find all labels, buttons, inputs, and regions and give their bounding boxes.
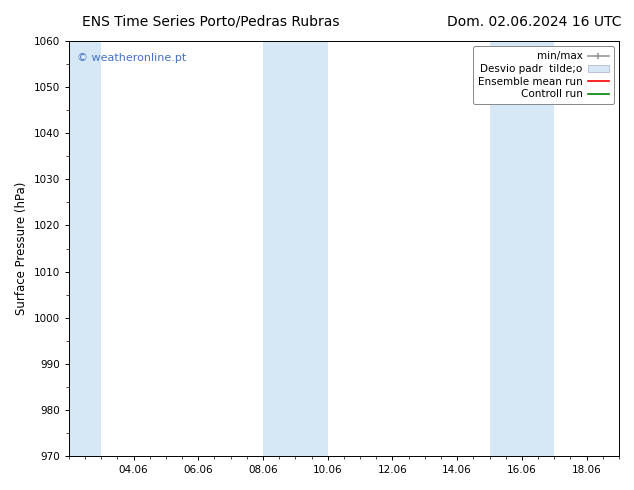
Bar bbox=[263, 41, 328, 456]
Bar bbox=[69, 41, 101, 456]
Bar bbox=[489, 41, 554, 456]
Text: Dom. 02.06.2024 16 UTC: Dom. 02.06.2024 16 UTC bbox=[447, 15, 621, 29]
Text: © weatheronline.pt: © weatheronline.pt bbox=[77, 53, 186, 64]
Legend: min/max, Desvio padr  tilde;o, Ensemble mean run, Controll run: min/max, Desvio padr tilde;o, Ensemble m… bbox=[472, 46, 614, 104]
Y-axis label: Surface Pressure (hPa): Surface Pressure (hPa) bbox=[15, 182, 28, 315]
Text: ENS Time Series Porto/Pedras Rubras: ENS Time Series Porto/Pedras Rubras bbox=[82, 15, 340, 29]
